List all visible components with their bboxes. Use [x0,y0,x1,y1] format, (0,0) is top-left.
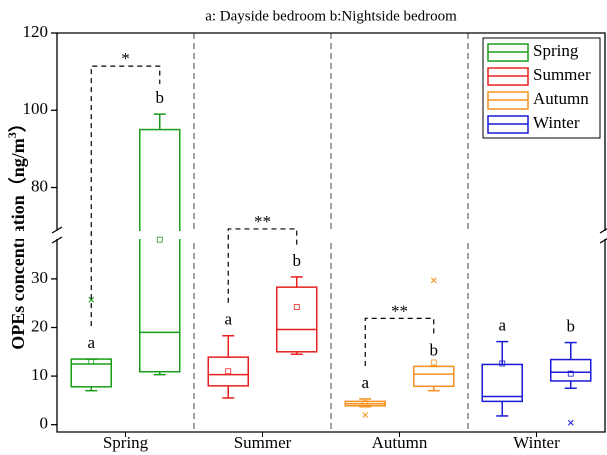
significance-bracket [90,65,161,327]
outlier [430,277,437,284]
y-axis-label: OPEs concentration（ng/m3） [5,114,28,350]
mean-marker [430,359,437,366]
group-letter: b [430,340,439,359]
mean-marker [362,400,369,407]
legend-label: Summer [533,65,591,84]
group-letter: b [156,88,165,107]
legend-label: Autumn [533,89,589,108]
significance-label: * [121,49,130,68]
box [550,358,592,382]
legend-box [482,37,601,139]
y-tick-label: 80 [31,176,48,195]
legend-label: Winter [533,113,580,132]
x-tick-label: Summer [234,433,292,452]
significance-label: ** [254,212,271,231]
outlier [567,419,574,426]
group-letter: b [293,251,302,270]
significance-label: ** [391,301,408,320]
y-tick-label: 120 [23,22,49,41]
axis-break-mark [599,238,607,244]
y-tick-label: 20 [31,316,48,335]
group-letter: a [224,310,232,329]
box [207,356,249,387]
mean-marker [156,236,163,243]
significance-bracket [364,317,435,366]
y-tick-label: 10 [31,365,48,384]
group-letter: a [498,315,506,334]
mean-marker [499,360,506,367]
group-letter: a [87,333,95,352]
x-tick-label: Winter [513,433,560,452]
y-label-sup: 3 [5,132,19,138]
legend-label: Spring [533,41,579,60]
box [139,128,181,373]
x-tick-label: Autumn [372,433,428,452]
group-letter: b [567,316,576,335]
box [481,363,523,403]
mean-marker [88,358,95,365]
significance-bracket [227,228,298,303]
y-tick-label: 30 [31,268,48,287]
axes-frame [56,32,606,433]
box [276,286,318,353]
y-label-main: OPEs concentration（ng/m [8,138,28,350]
box [413,365,455,388]
chart-title: a: Dayside bedroom b:Nightside bedroom [205,8,457,24]
group-letter: a [361,373,369,392]
axis-break-mark [599,228,607,234]
y-tick-label: 0 [40,414,49,433]
y-label-end: ） [8,114,28,132]
mean-marker [293,304,300,310]
outlier [88,296,95,303]
axis-break-mark [51,226,63,234]
y-tick-label: 100 [23,99,49,118]
mean-marker [225,368,232,375]
x-tick-label: Spring [103,433,149,452]
axis-break-gap [0,231,607,239]
axis-break-mark [51,236,63,244]
mean-marker [567,370,574,377]
outlier [362,412,369,418]
